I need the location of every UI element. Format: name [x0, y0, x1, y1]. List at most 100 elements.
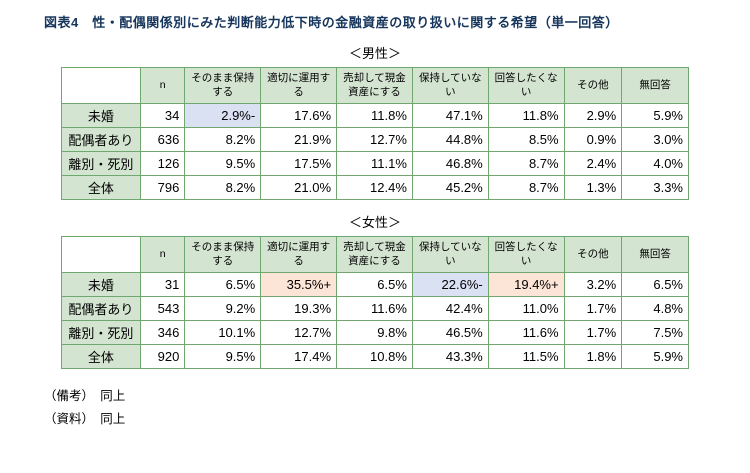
data-cell: 1.7% — [563, 320, 623, 345]
data-cell: 10.1% — [184, 320, 262, 345]
data-cell: 19.3% — [260, 296, 338, 321]
data-cell: 17.5% — [260, 151, 338, 176]
column-header: 保持していない — [411, 236, 489, 273]
data-cell: 17.4% — [260, 344, 338, 369]
data-cell: 12.7% — [336, 127, 413, 152]
data-cell: 2.4% — [563, 151, 623, 176]
column-header: 適切に運用する — [260, 67, 338, 104]
footnote-biko: （備考） 同上 — [44, 389, 126, 403]
data-cell: 11.8% — [487, 103, 565, 128]
data-cell: 45.2% — [411, 175, 489, 200]
data-cell: 6.5% — [336, 272, 413, 297]
data-cell: 46.5% — [411, 320, 489, 345]
column-header: 無回答 — [621, 236, 689, 273]
column-header: n — [139, 236, 186, 273]
column-header: 回答したくない — [487, 67, 565, 104]
data-cell: 636 — [139, 127, 186, 152]
data-cell: 920 — [139, 344, 186, 369]
figure-title: 図表4 性・配偶関係別にみた判断能力低下時の金融資産の取り扱いに関する希望（単一… — [44, 15, 619, 30]
column-header: そのまま保持する — [184, 236, 262, 273]
column-header: 回答したくない — [487, 236, 565, 273]
data-cell: 346 — [139, 320, 186, 345]
row-label: 離別・死別 — [61, 320, 141, 345]
data-cell: 796 — [139, 175, 186, 200]
female-table: n そのまま保持する 適切に運用する 売却して現金資産にする 保持していない 回答したくな… — [61, 236, 689, 369]
column-header: 売却して現金資産にする — [336, 236, 413, 273]
data-cell: 6.5% — [184, 272, 262, 297]
data-cell: 21.9% — [260, 127, 338, 152]
row-label: 未婚 — [61, 103, 141, 128]
column-header: そのまま保持する — [184, 67, 262, 104]
data-cell: 1.7% — [563, 296, 623, 321]
row-label: 配偶者あり — [61, 127, 141, 152]
data-cell: 543 — [139, 296, 186, 321]
data-cell: 8.2% — [184, 127, 262, 152]
column-header: n — [139, 67, 186, 104]
female-table-section: ＜女性＞ n そのまま保持する 適切に運用する 売却して現金資産にする 保持していない回… — [61, 212, 689, 369]
table-row: 離別・死別 126 9.5% 17.5% 11.1% 46.8% 8.7% 2.4% 4.0% — [61, 151, 689, 176]
male-table-caption: ＜男性＞ — [348, 46, 401, 61]
data-cell: 11.8% — [336, 103, 413, 128]
corner-cell — [61, 67, 141, 104]
row-label: 配偶者あり — [61, 296, 141, 321]
data-cell: 21.0% — [260, 175, 338, 200]
data-cell: 44.8% — [411, 127, 489, 152]
data-cell: 2.9% — [563, 103, 623, 128]
data-cell: 7.5% — [621, 320, 689, 345]
data-cell: 3.0% — [621, 127, 689, 152]
table-row: 配偶者あり 543 9.2% 19.3% 11.6% 42.4% 11.0% 1.7% 4.8% — [61, 296, 689, 321]
data-cell: 46.8% — [411, 151, 489, 176]
female-table-caption: ＜女性＞ — [348, 215, 401, 230]
data-cell: 1.8% — [563, 344, 623, 369]
data-cell: 12.7% — [260, 320, 338, 345]
data-cell: 11.5% — [487, 344, 565, 369]
data-cell: 11.6% — [336, 296, 413, 321]
data-cell: 47.1% — [411, 103, 489, 128]
column-header: 保持していない — [411, 67, 489, 104]
data-cell: 2.9%- — [184, 103, 262, 128]
male-table-section: ＜男性＞ n そのまま保持する 適切に運用する 売却して現金資産にする 保持していない回… — [61, 43, 689, 200]
table-row: 全体 796 8.2% 21.0% 12.4% 45.2% 8.7% 1.3% 3.3% — [61, 175, 689, 200]
footnotes: （備考） 同上 （資料） 同上 — [44, 385, 750, 431]
data-cell: 5.9% — [621, 103, 689, 128]
data-cell: 5.9% — [621, 344, 689, 369]
data-cell: 0.9% — [563, 127, 623, 152]
data-cell: 9.8% — [336, 320, 413, 345]
data-cell: 9.5% — [184, 151, 262, 176]
row-label: 全体 — [61, 344, 141, 369]
data-cell: 4.8% — [621, 296, 689, 321]
row-label: 未婚 — [61, 272, 141, 297]
table-row: 配偶者あり 636 8.2% 21.9% 12.7% 44.8% 8.5% 0.9% 3.0% — [61, 127, 689, 152]
data-cell: 11.6% — [487, 320, 565, 345]
data-cell: 3.2% — [563, 272, 623, 297]
data-cell: 17.6% — [260, 103, 338, 128]
data-cell: 9.2% — [184, 296, 262, 321]
data-cell: 35.5%+ — [260, 272, 338, 297]
column-header: その他 — [563, 236, 623, 273]
data-cell: 42.4% — [411, 296, 489, 321]
data-cell: 1.3% — [563, 175, 623, 200]
data-cell: 126 — [139, 151, 186, 176]
column-header: 売却して現金資産にする — [336, 67, 413, 104]
table-row: 離別・死別 346 10.1% 12.7% 9.8% 46.5% 11.6% 1.7% 7.5% — [61, 320, 689, 345]
footnote-shiryo: （資料） 同上 — [44, 412, 126, 427]
data-cell: 8.2% — [184, 175, 262, 200]
table-row: 未婚 34 2.9%- 17.6% 11.8% 47.1% 11.8% 2.9% 5.9% — [61, 103, 689, 128]
data-cell: 34 — [139, 103, 186, 128]
data-cell: 43.3% — [411, 344, 489, 369]
column-header: 無回答 — [621, 67, 689, 104]
data-cell: 12.4% — [336, 175, 413, 200]
column-header: その他 — [563, 67, 623, 104]
column-header: 適切に運用する — [260, 236, 338, 273]
data-cell: 10.8% — [336, 344, 413, 369]
data-cell: 31 — [139, 272, 186, 297]
corner-cell — [61, 236, 141, 273]
data-cell: 6.5% — [621, 272, 689, 297]
table-row: 未婚 31 6.5% 35.5%+ 6.5% 22.6%- 19.4%+ 3.2% 6.5% — [61, 272, 689, 297]
data-cell: 9.5% — [184, 344, 262, 369]
table-row: 全体 920 9.5% 17.4% 10.8% 43.3% 11.5% 1.8% 5.9% — [61, 344, 689, 369]
data-cell: 11.0% — [487, 296, 565, 321]
data-cell: 22.6%- — [411, 272, 489, 297]
row-label: 離別・死別 — [61, 151, 141, 176]
data-cell: 4.0% — [621, 151, 689, 176]
